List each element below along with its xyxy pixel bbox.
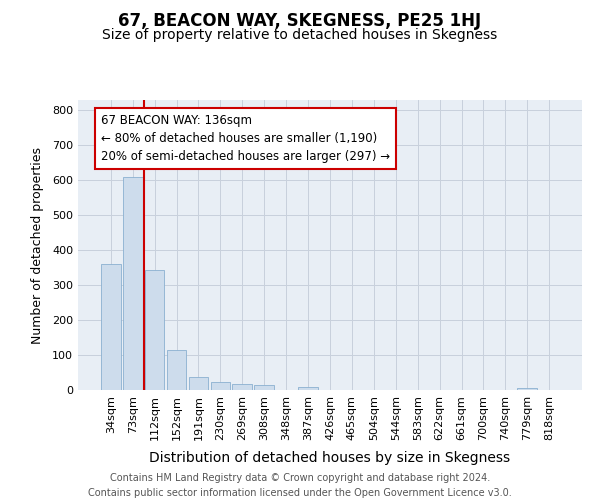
Bar xyxy=(123,177,143,390)
Bar xyxy=(101,264,121,390)
Bar xyxy=(517,388,537,390)
Bar xyxy=(298,387,318,390)
Text: 67, BEACON WAY, SKEGNESS, PE25 1HJ: 67, BEACON WAY, SKEGNESS, PE25 1HJ xyxy=(118,12,482,30)
Text: Size of property relative to detached houses in Skegness: Size of property relative to detached ho… xyxy=(103,28,497,42)
Bar xyxy=(145,270,164,390)
Bar xyxy=(167,350,187,390)
Text: 67 BEACON WAY: 136sqm
← 80% of detached houses are smaller (1,190)
20% of semi-d: 67 BEACON WAY: 136sqm ← 80% of detached … xyxy=(101,114,390,163)
Bar xyxy=(211,382,230,390)
Bar xyxy=(232,384,252,390)
Text: Contains HM Land Registry data © Crown copyright and database right 2024.
Contai: Contains HM Land Registry data © Crown c… xyxy=(88,472,512,498)
Y-axis label: Number of detached properties: Number of detached properties xyxy=(31,146,44,344)
Bar xyxy=(188,376,208,390)
Bar xyxy=(254,386,274,390)
X-axis label: Distribution of detached houses by size in Skegness: Distribution of detached houses by size … xyxy=(149,451,511,465)
